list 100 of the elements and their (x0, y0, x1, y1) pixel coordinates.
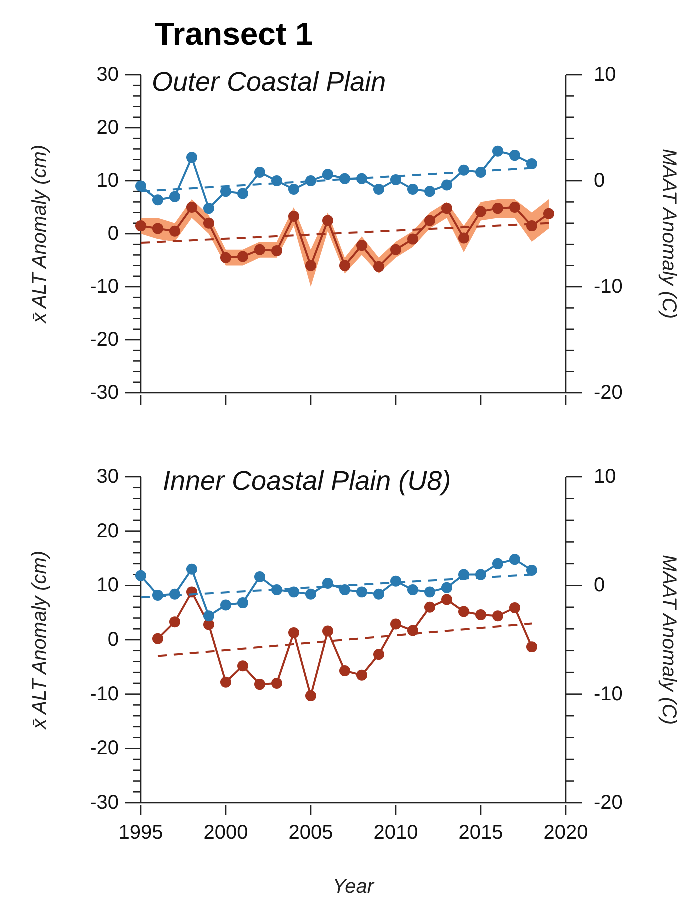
y2-axis-title: MAAT Anomaly (C) (658, 148, 680, 320)
point (492, 610, 504, 622)
point (272, 678, 282, 689)
point (356, 670, 368, 681)
y-tick-label: -10 (90, 683, 119, 706)
x-axis-title: Year (332, 876, 376, 898)
point (424, 586, 436, 598)
y-tick-label: -30 (90, 792, 119, 814)
point (152, 194, 164, 206)
point (272, 245, 282, 256)
point (408, 184, 418, 195)
point (356, 586, 368, 598)
point (186, 152, 198, 164)
point (476, 610, 486, 620)
x-tick-label: 2010 (374, 822, 418, 844)
point (340, 173, 350, 184)
chart-title: Transect 1 (155, 16, 314, 52)
point (340, 584, 350, 596)
point (544, 208, 554, 220)
point (204, 218, 214, 229)
y-tick-label: -20 (90, 329, 119, 351)
y2-tick-label: -20 (594, 792, 623, 814)
point (408, 234, 418, 245)
y2-tick-label: -20 (594, 382, 623, 404)
point (170, 226, 180, 237)
y2-tick-label: 10 (594, 64, 616, 86)
y-tick-label: 30 (96, 64, 119, 86)
point (424, 602, 436, 613)
point (442, 180, 452, 191)
point (322, 169, 334, 180)
point (254, 571, 266, 582)
point (220, 676, 232, 688)
point (254, 244, 266, 256)
point (374, 649, 384, 660)
point (340, 665, 350, 676)
point (442, 594, 452, 606)
point (288, 184, 300, 195)
point (424, 215, 436, 226)
point (510, 150, 520, 162)
point (238, 188, 248, 200)
point (390, 618, 402, 630)
point (306, 176, 316, 186)
point (204, 610, 214, 622)
y2-tick-label: -10 (594, 276, 623, 298)
point (374, 184, 384, 195)
point (152, 633, 164, 644)
y2-tick-label: -10 (594, 683, 623, 706)
point (374, 261, 384, 272)
point (492, 203, 504, 214)
point (458, 606, 470, 618)
point (442, 582, 452, 594)
point (340, 260, 350, 272)
point (390, 174, 402, 186)
point (390, 244, 402, 256)
point (322, 626, 334, 637)
x-tick-label: 2020 (544, 822, 588, 844)
point (220, 252, 232, 264)
y-tick-label: 30 (96, 466, 119, 488)
y2-tick-label: 0 (594, 170, 606, 192)
y2-tick-label: 10 (594, 466, 616, 488)
y-tick-label: -20 (90, 738, 119, 760)
y-tick-label: 10 (96, 170, 119, 192)
point (492, 146, 504, 157)
point (510, 602, 520, 614)
y-tick-label: -10 (90, 276, 119, 298)
point (170, 191, 180, 202)
point (288, 586, 300, 598)
point (458, 232, 470, 244)
chart-title: Inner Coastal Plain (U8) (163, 466, 452, 496)
point (526, 158, 538, 170)
point (254, 167, 266, 178)
point (306, 588, 316, 600)
point (510, 202, 520, 213)
y2-axis-title: MAAT Anomaly (C) (658, 554, 680, 726)
point (238, 598, 248, 609)
point (442, 203, 452, 214)
y-axis-title: x̄ ALT Anomaly (cm) (29, 144, 51, 324)
point (136, 220, 146, 232)
x-tick-label: 2005 (288, 822, 334, 844)
point (238, 251, 248, 262)
point (510, 554, 520, 566)
point (408, 584, 418, 596)
point (322, 578, 334, 589)
point (492, 558, 504, 570)
point (424, 186, 436, 198)
y-tick-label: 0 (108, 223, 119, 245)
point (356, 173, 368, 184)
y-axis-title: x̄ ALT Anomaly (cm) (29, 550, 51, 730)
point (322, 215, 334, 226)
point (306, 260, 316, 272)
point (220, 186, 232, 198)
y-tick-label: 20 (96, 117, 119, 139)
point (476, 206, 486, 218)
point (356, 240, 368, 252)
point (136, 570, 146, 582)
point (306, 690, 316, 702)
point (204, 203, 214, 214)
point (186, 564, 198, 575)
x-tick-label: 1995 (118, 822, 164, 844)
point (186, 202, 198, 213)
